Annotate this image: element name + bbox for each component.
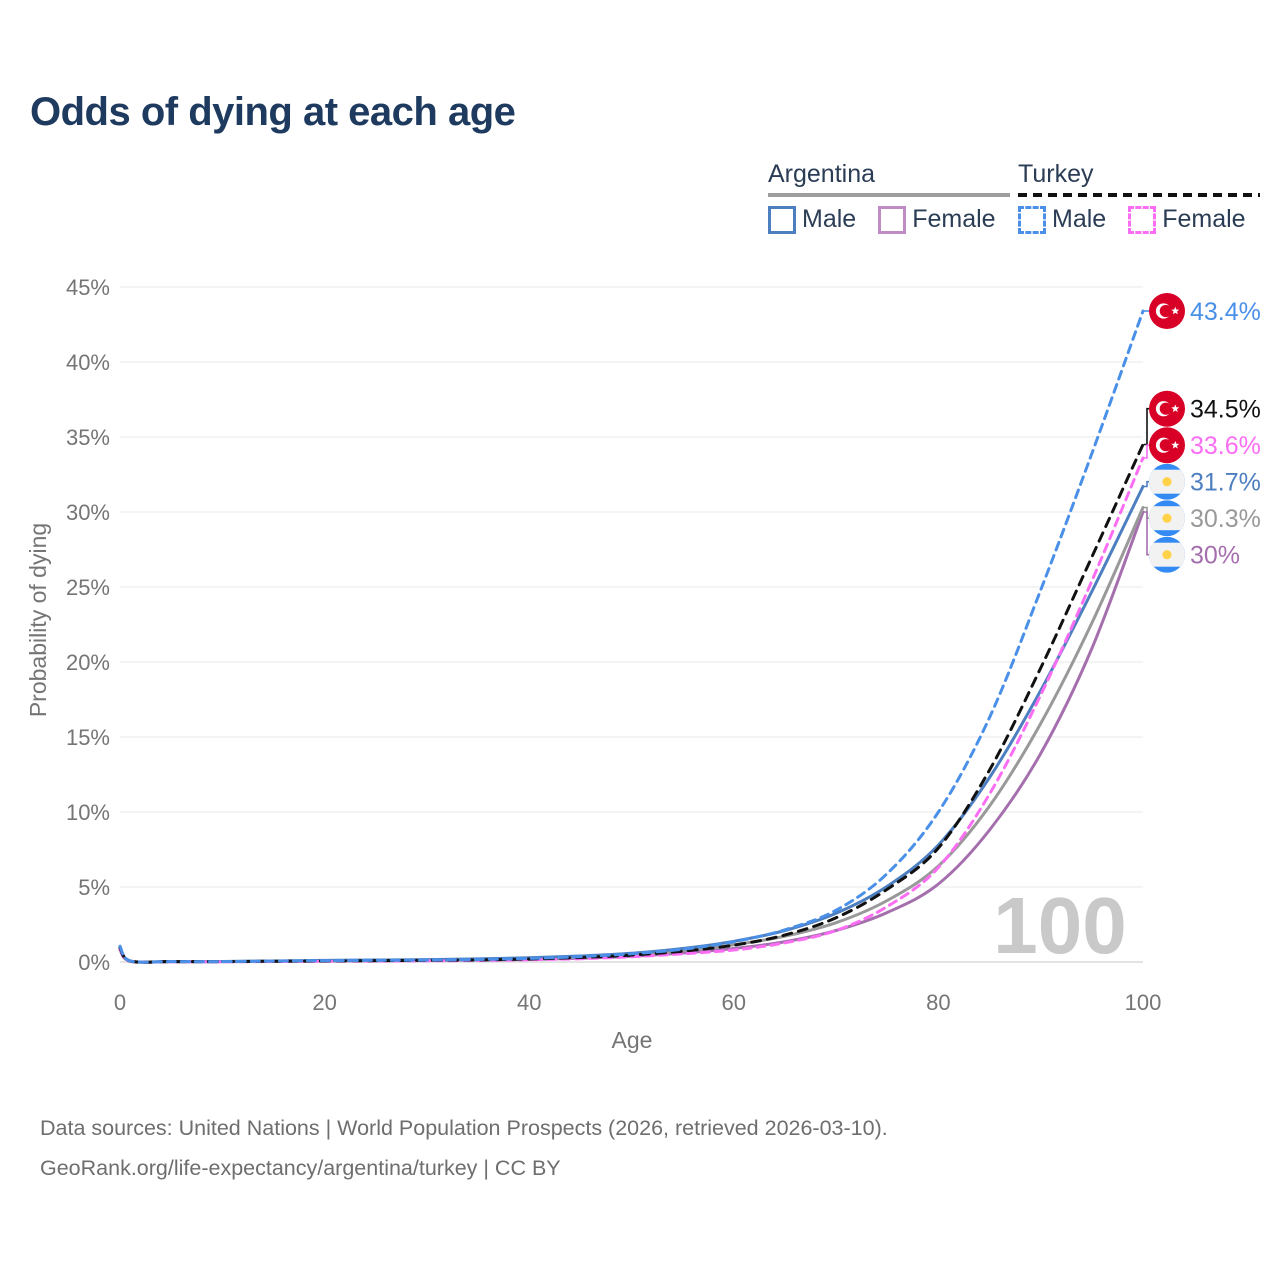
argentina-flag-icon	[1149, 536, 1185, 573]
x-tick-label: 60	[722, 990, 746, 1015]
turkey-female-swatch-icon	[1128, 205, 1157, 234]
footer-data-sources: Data sources: United Nations | World Pop…	[40, 1116, 888, 1140]
legend-country-argentina: Argentina	[768, 160, 876, 188]
legend-group-argentina: Argentina Male Female	[768, 160, 1010, 234]
series-line-turkey-total	[118, 443, 1145, 964]
argentina-flag-icon	[1149, 500, 1185, 537]
x-tick-label: 100	[1125, 990, 1162, 1015]
argentina-male-swatch-icon	[768, 205, 796, 234]
legend-underline-argentina	[768, 193, 1010, 197]
line-chart: 100 43.4% 34.5% 33.6% 31.7% 30.3% 30% 0% 5% 10%…	[25, 275, 1261, 1053]
legend-item-turkey-male[interactable]: Male	[1018, 205, 1106, 234]
x-tick-label: 80	[926, 990, 950, 1015]
turkey-flag-icon	[1149, 390, 1185, 427]
y-tick-label: 40%	[66, 350, 110, 375]
legend-label-turkey-male: Male	[1052, 205, 1107, 233]
y-tick-label: 15%	[66, 725, 110, 750]
y-axis-title: Probability of dying	[25, 523, 51, 717]
y-tick-label: 30%	[66, 500, 110, 525]
y-tick-label: 35%	[66, 425, 110, 450]
legend-group-turkey: Turkey Male Female	[1018, 160, 1260, 234]
end-label-argentina-total: 30.3%	[1190, 505, 1261, 533]
argentina-female-swatch-icon	[878, 205, 907, 234]
y-tick-label: 45%	[66, 275, 110, 300]
x-tick-label: 40	[517, 990, 541, 1015]
end-label-argentina-male: 31.7%	[1190, 469, 1261, 497]
end-label-turkey-male: 43.4%	[1190, 298, 1261, 326]
series-line-turkey-male	[118, 309, 1145, 964]
age-watermark: 100	[993, 881, 1126, 970]
y-tick-label: 5%	[78, 875, 110, 900]
legend-label-argentina-female: Female	[912, 205, 996, 233]
x-tick-label: 20	[312, 990, 336, 1015]
series-line-argentina-male	[118, 485, 1145, 964]
turkey-flag-icon	[1149, 293, 1185, 329]
y-tick-label: 20%	[66, 650, 110, 675]
legend-underline-turkey	[1018, 193, 1260, 197]
turkey-male-swatch-icon	[1018, 205, 1046, 234]
legend-label-argentina-male: Male	[802, 205, 857, 233]
legend-label-turkey-female: Female	[1162, 205, 1246, 233]
end-label-argentina-female: 30%	[1190, 542, 1240, 570]
y-tick-label: 10%	[66, 800, 110, 825]
series-line-argentina-total	[118, 506, 1145, 964]
legend-item-argentina-male[interactable]: Male	[768, 205, 856, 234]
y-tick-label: 25%	[66, 575, 110, 600]
page-title: Odds of dying at each age	[30, 90, 516, 134]
y-tick-label: 0%	[78, 950, 110, 975]
x-axis-title: Age	[612, 1027, 653, 1053]
argentina-flag-icon	[1149, 463, 1185, 500]
footer: Data sources: United Nations | World Pop…	[40, 1108, 888, 1188]
x-tick-label: 0	[114, 990, 126, 1015]
end-label-turkey-female: 33.6%	[1190, 432, 1261, 460]
turkey-flag-icon	[1149, 427, 1185, 464]
legend-country-turkey: Turkey	[1018, 160, 1094, 188]
end-label-turkey-total: 34.5%	[1190, 396, 1261, 424]
footer-attribution: GeoRank.org/life-expectancy/argentina/tu…	[40, 1156, 561, 1180]
legend-item-turkey-female[interactable]: Female	[1128, 205, 1246, 234]
legend-item-argentina-female[interactable]: Female	[878, 205, 996, 234]
